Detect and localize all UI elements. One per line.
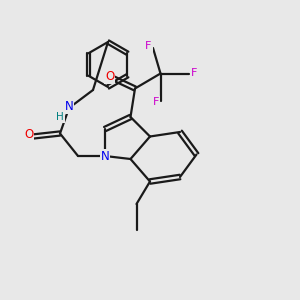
- Text: N: N: [64, 100, 74, 113]
- Text: O: O: [24, 128, 33, 142]
- Text: O: O: [105, 70, 114, 83]
- Text: N: N: [100, 149, 109, 163]
- Text: F: F: [145, 41, 152, 52]
- Text: F: F: [153, 97, 159, 107]
- Text: H: H: [56, 112, 64, 122]
- Text: F: F: [191, 68, 198, 79]
